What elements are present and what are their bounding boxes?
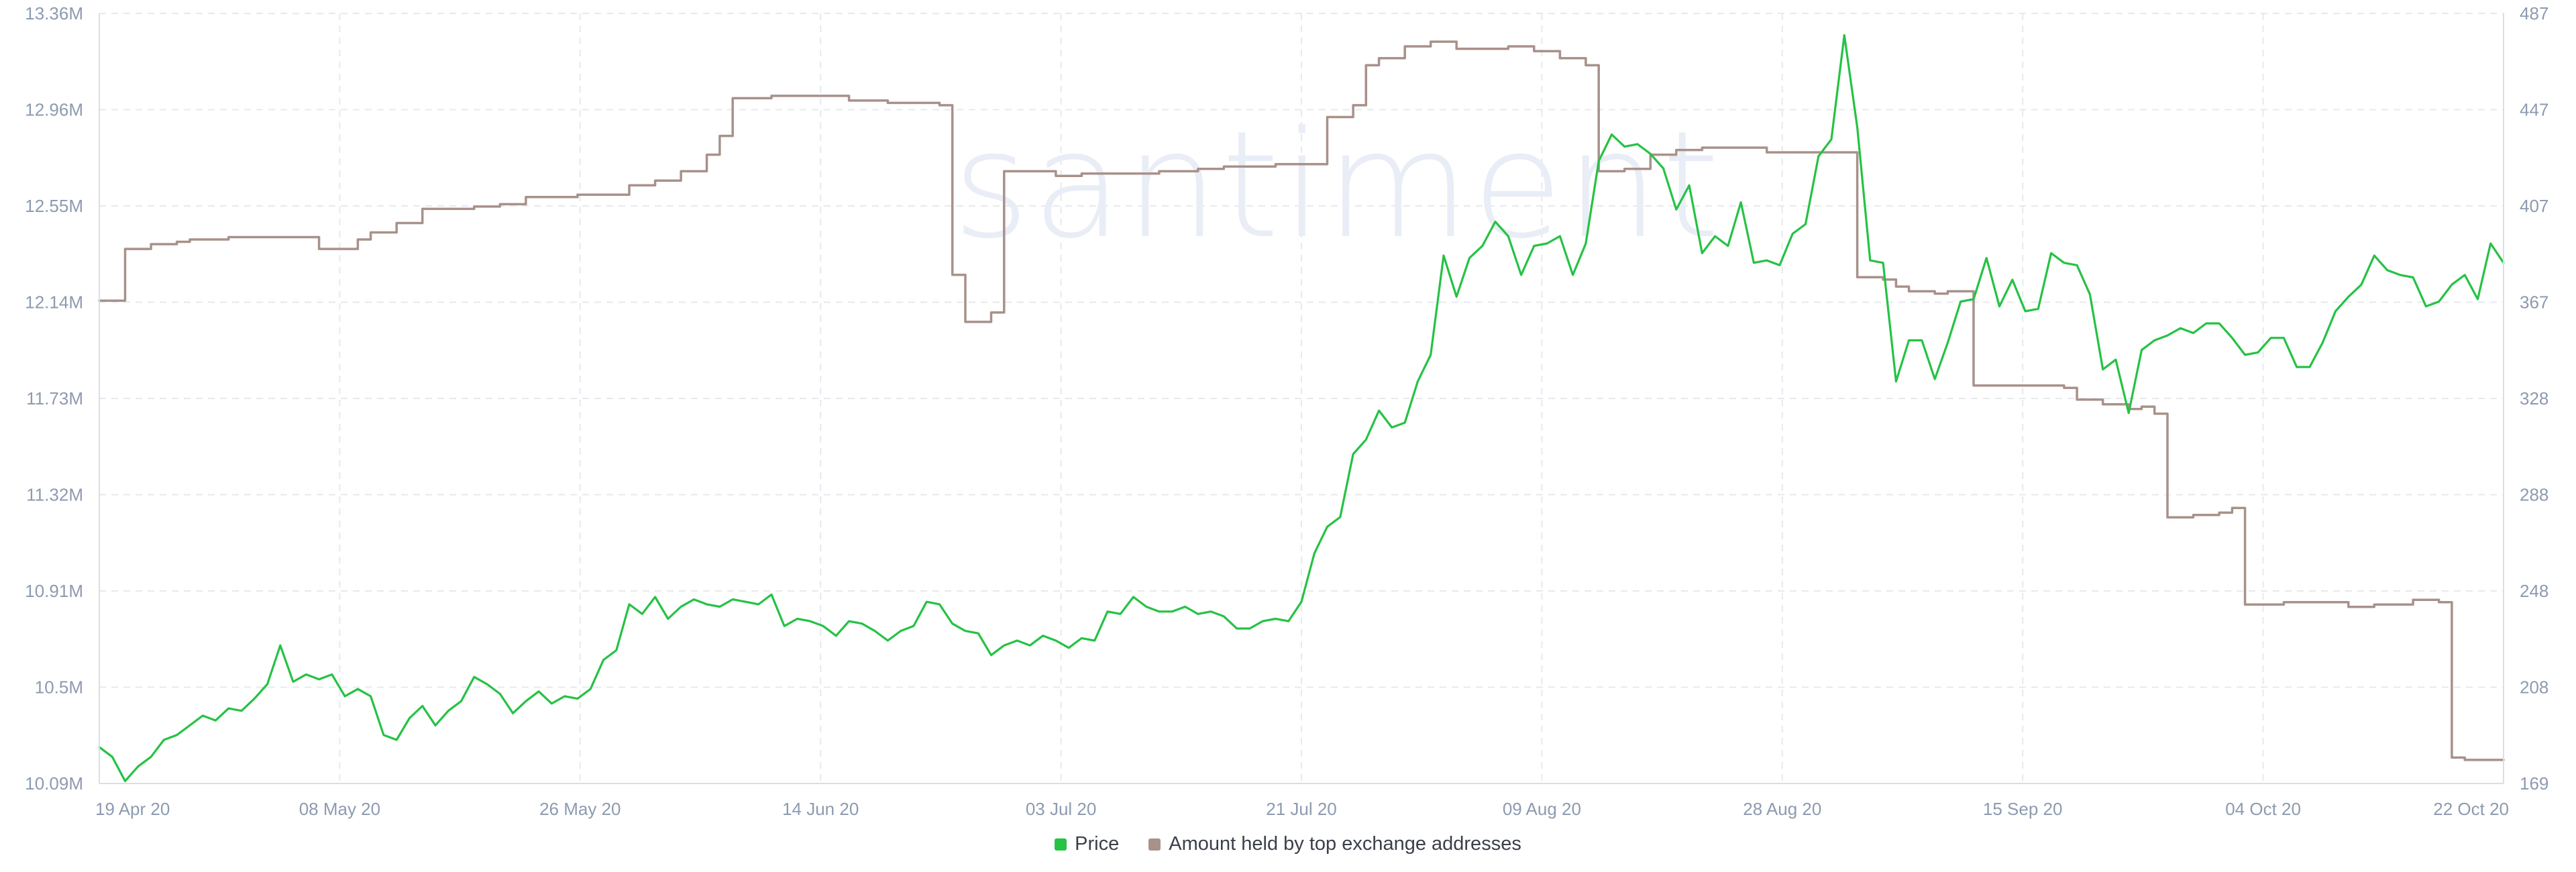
y-left-tick-label: 11.73M bbox=[26, 388, 83, 408]
y-right-tick-label: 169 bbox=[2520, 773, 2548, 794]
y-right-tick-label: 288 bbox=[2520, 485, 2548, 505]
y-right-tick-label: 367 bbox=[2520, 292, 2548, 313]
x-tick-label: 08 May 20 bbox=[299, 799, 380, 819]
y-left-tick-label: 10.5M bbox=[35, 677, 83, 698]
y-left-tick-label: 10.91M bbox=[25, 581, 83, 601]
y-right-tick-label: 447 bbox=[2520, 100, 2548, 120]
x-tick-label: 03 Jul 20 bbox=[1026, 799, 1097, 819]
legend: Price Amount held by top exchange addres… bbox=[0, 833, 2576, 855]
x-tick-label: 04 Oct 20 bbox=[2225, 799, 2301, 819]
legend-label-holdings: Amount held by top exchange addresses bbox=[1169, 833, 1521, 855]
holdings-line bbox=[98, 40, 2505, 761]
x-tick-label: 09 Aug 20 bbox=[1503, 799, 1581, 819]
legend-label-price: Price bbox=[1075, 833, 1120, 855]
x-tick-label: 19 Apr 20 bbox=[95, 799, 170, 819]
santiment-watermark: santiment bbox=[953, 99, 1723, 271]
axes: 10.09M 169 10.5M 208 10.91M 248 11.32M 288 11.73… bbox=[25, 3, 2548, 819]
x-tick-label: 14 Jun 20 bbox=[782, 799, 859, 819]
x-tick-label: 26 May 20 bbox=[539, 799, 621, 819]
y-right-tick-label: 487 bbox=[2520, 3, 2548, 23]
y-right-tick-label: 407 bbox=[2520, 196, 2548, 216]
x-tick-label: 28 Aug 20 bbox=[1743, 799, 1821, 819]
y-left-tick-label: 13.36M bbox=[25, 3, 83, 23]
y-right-tick-label: 208 bbox=[2520, 677, 2548, 698]
holdings-series bbox=[98, 40, 2505, 761]
y-left-tick-label: 11.32M bbox=[26, 485, 83, 505]
price-line bbox=[98, 34, 2505, 782]
y-left-tick-label: 12.96M bbox=[25, 100, 83, 120]
y-left-tick-label: 12.14M bbox=[25, 292, 83, 313]
holdings-swatch bbox=[1148, 838, 1161, 851]
legend-item-holdings[interactable]: Amount held by top exchange addresses bbox=[1148, 833, 1521, 855]
legend-item-price[interactable]: Price bbox=[1055, 833, 1119, 855]
x-tick-label: 22 Oct 20 bbox=[2433, 799, 2509, 819]
price-swatch bbox=[1055, 838, 1067, 851]
price-series bbox=[98, 34, 2505, 782]
y-right-tick-label: 248 bbox=[2520, 581, 2548, 601]
y-right-tick-label: 328 bbox=[2520, 388, 2548, 408]
y-left-tick-label: 10.09M bbox=[25, 773, 83, 794]
x-tick-label: 21 Jul 20 bbox=[1266, 799, 1337, 819]
y-left-tick-label: 12.55M bbox=[25, 196, 83, 216]
x-tick-label: 15 Sep 20 bbox=[1983, 799, 2063, 819]
